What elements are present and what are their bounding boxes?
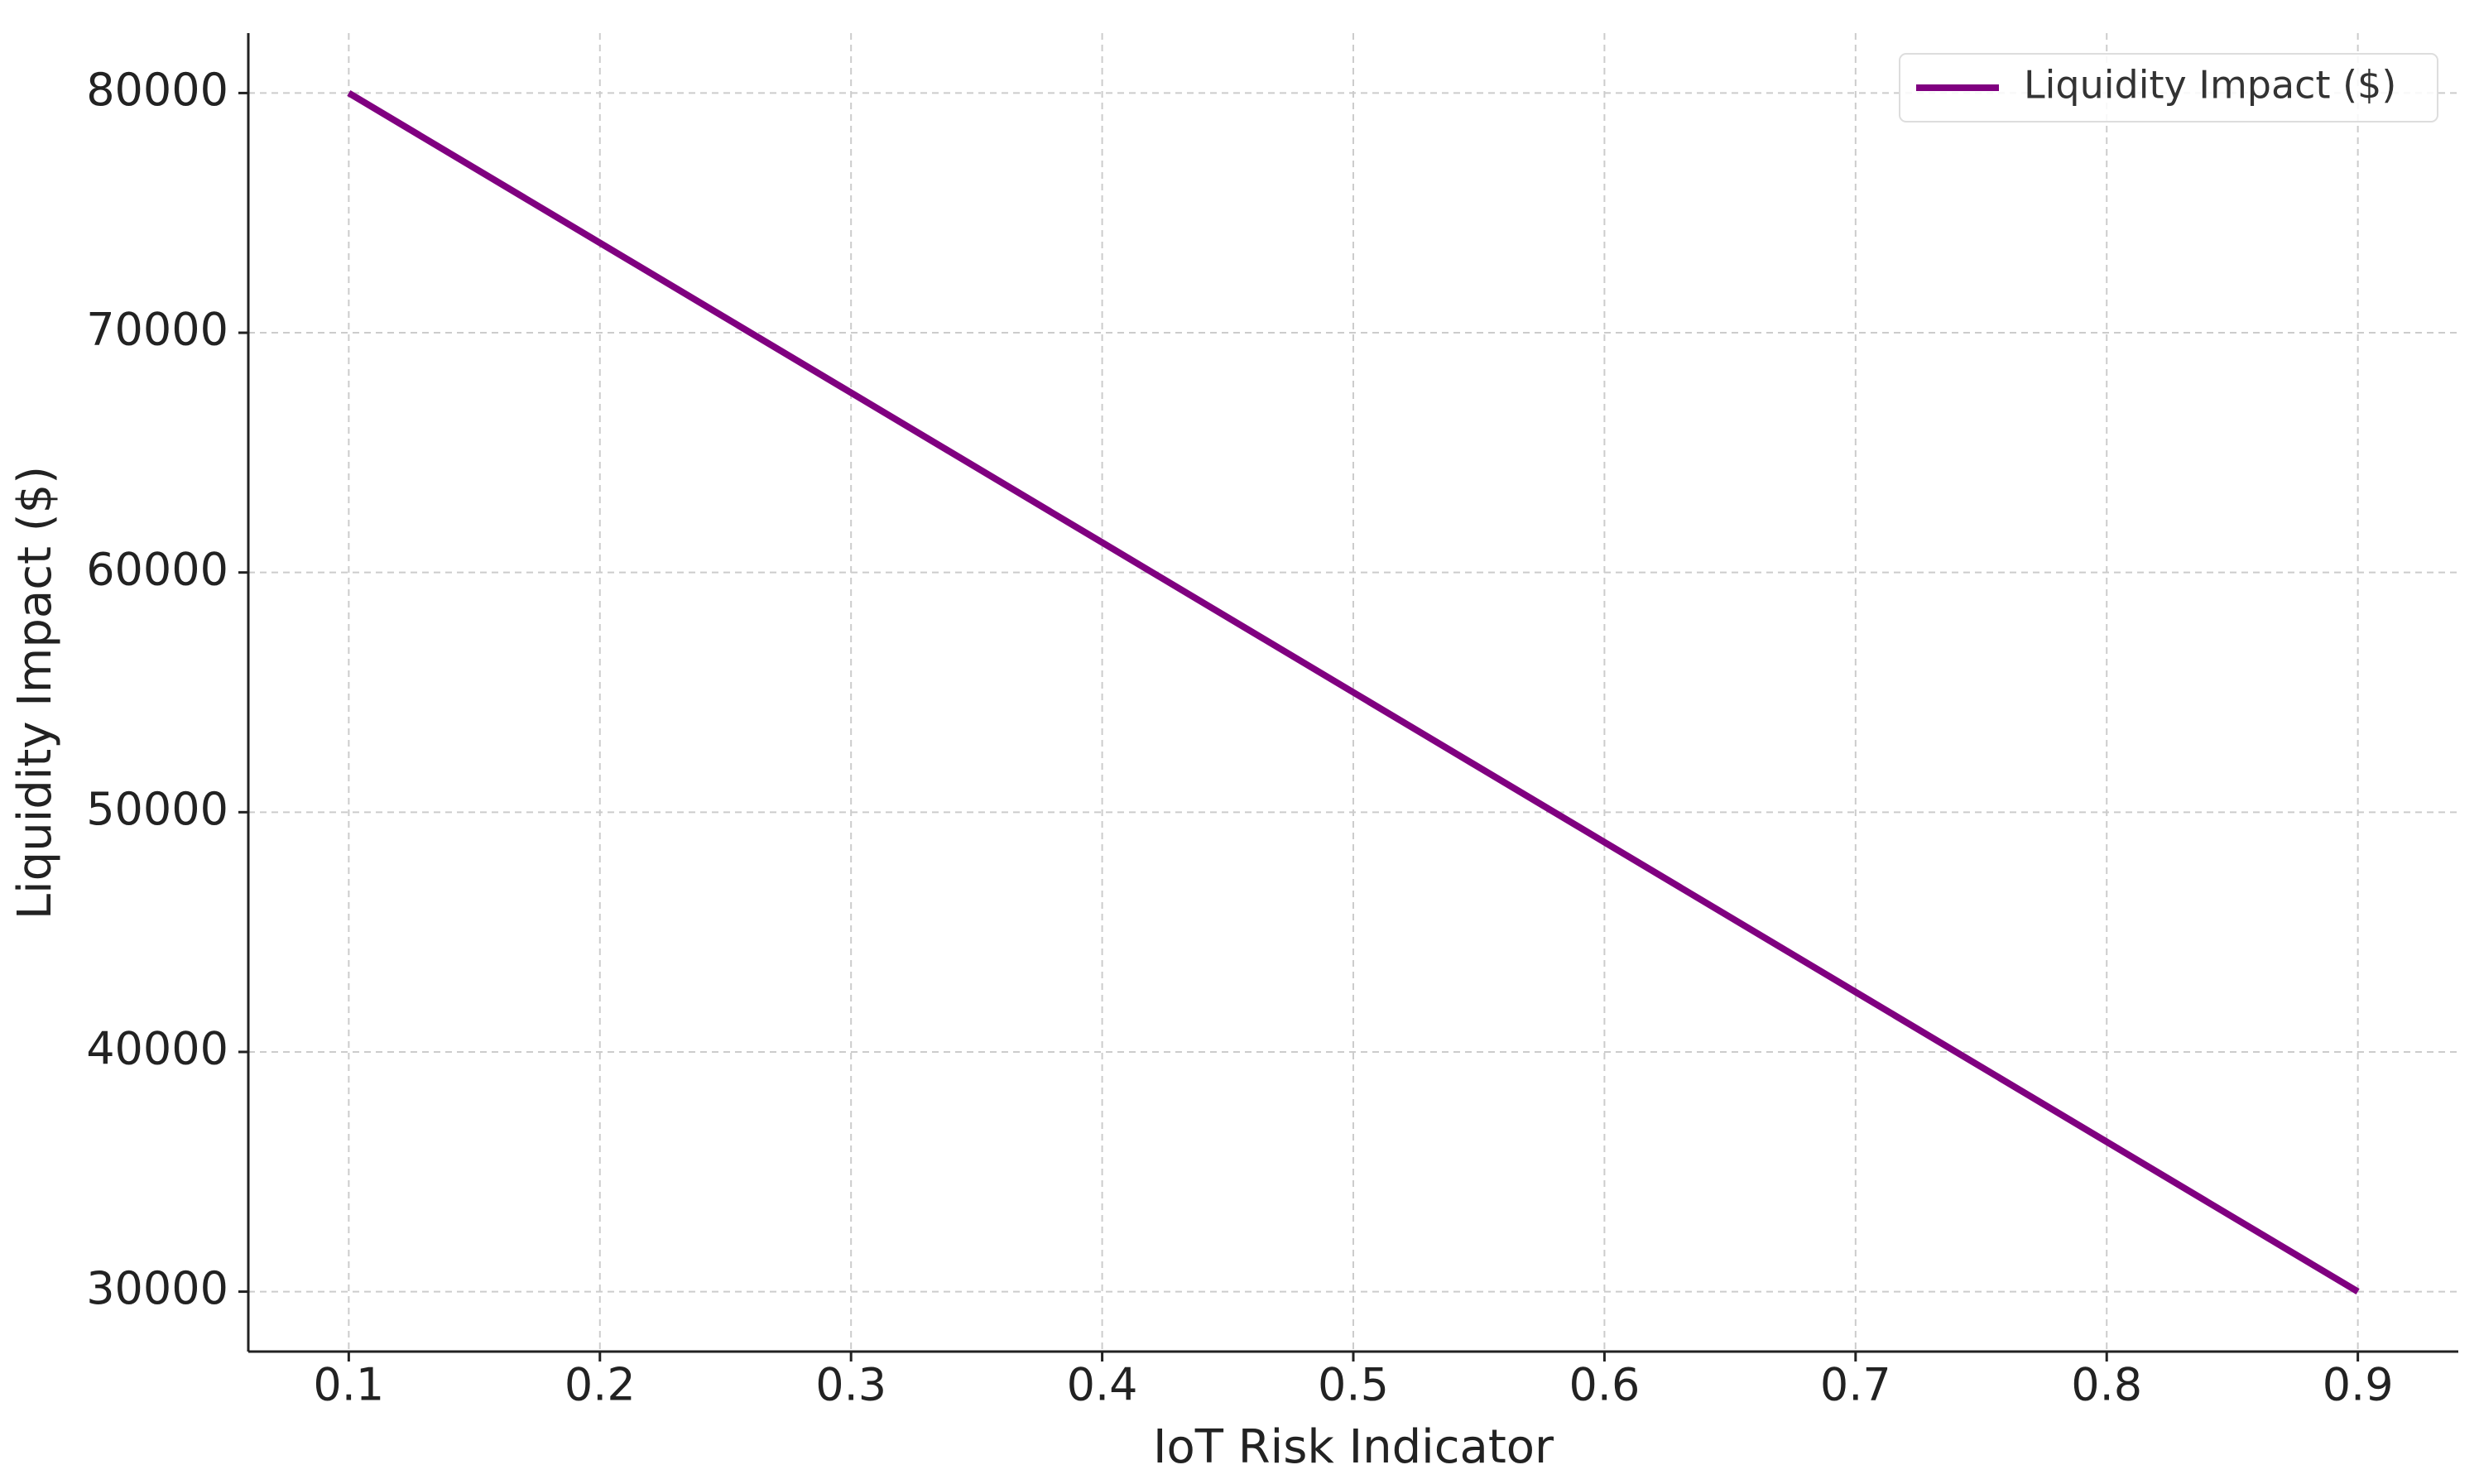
y-tick-label: 80000 xyxy=(86,64,228,116)
x-tick-label: 0.1 xyxy=(313,1359,384,1411)
x-tick-label: 0.3 xyxy=(815,1359,886,1411)
x-tick-label: 0.5 xyxy=(1318,1359,1389,1411)
x-tick-label: 0.2 xyxy=(565,1359,636,1411)
legend-box xyxy=(1899,53,2438,122)
y-axis-label: Liquidity Impact ($) xyxy=(8,466,62,920)
x-tick-label: 0.4 xyxy=(1067,1359,1138,1411)
data-line xyxy=(347,89,2360,1295)
y-tick-label: 70000 xyxy=(86,304,228,356)
x-axis-label: IoT Risk Indicator xyxy=(1153,1420,1554,1474)
y-tick-label: 60000 xyxy=(86,543,228,595)
y-tick-label: 50000 xyxy=(86,783,228,835)
y-tick-label: 30000 xyxy=(86,1262,228,1314)
y-tick-label: 40000 xyxy=(86,1023,228,1075)
x-tick-label: 0.9 xyxy=(2323,1359,2394,1411)
x-tick-label: 0.8 xyxy=(2071,1359,2142,1411)
legend-label: Liquidity Impact ($) xyxy=(2024,63,2396,108)
x-tick-label: 0.7 xyxy=(1820,1359,1891,1411)
x-tick-label: 0.6 xyxy=(1569,1359,1640,1411)
